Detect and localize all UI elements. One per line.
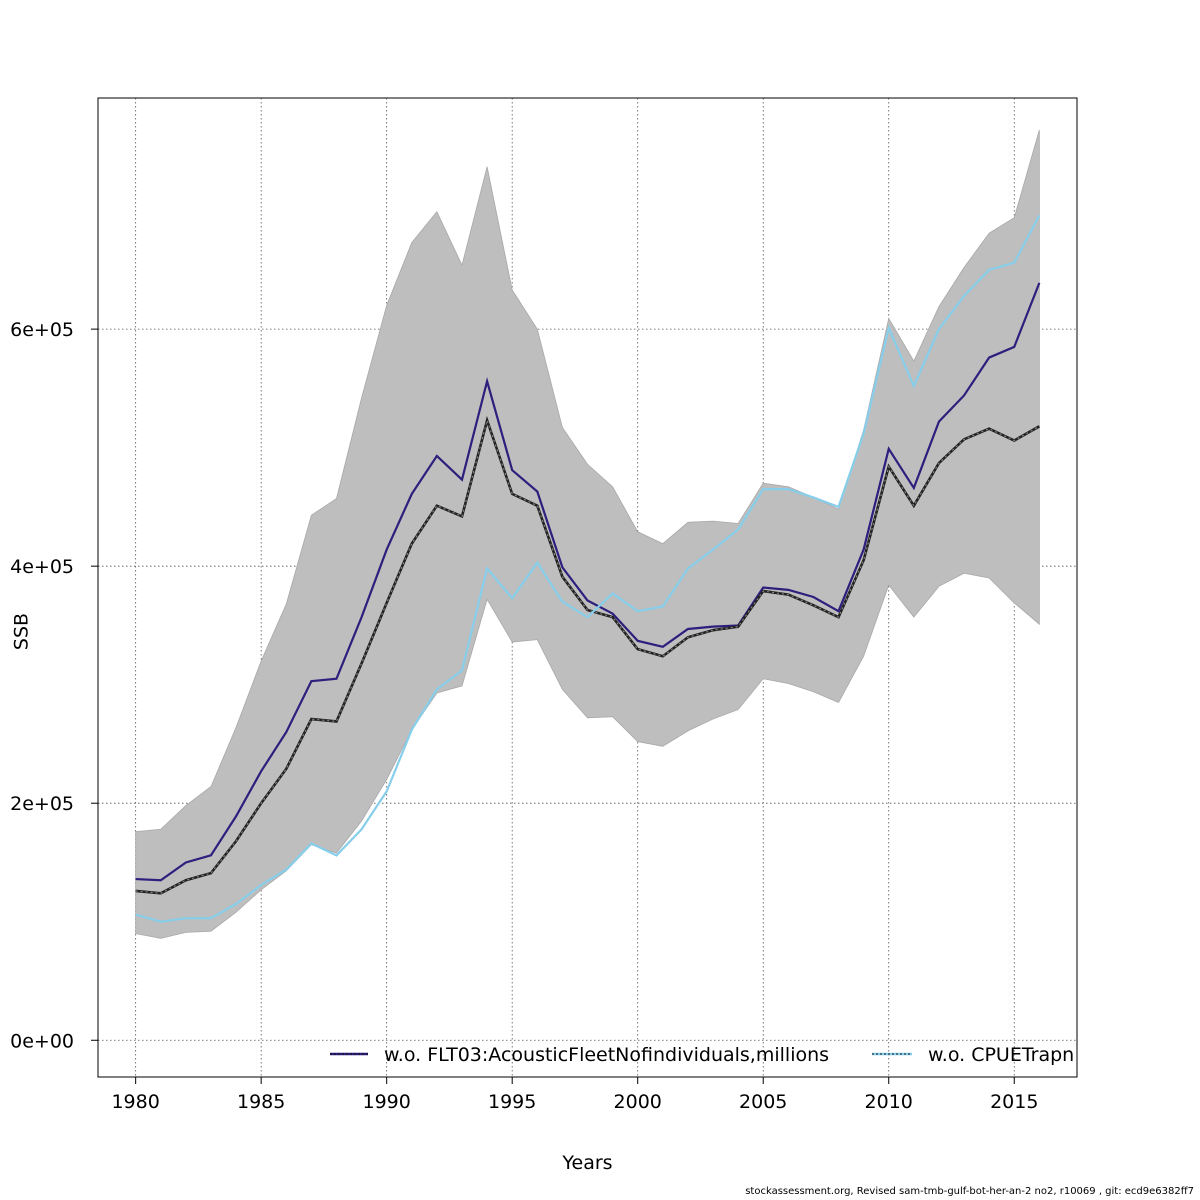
x-tick-label: 1990	[362, 1091, 410, 1113]
y-axis-title: SSB	[11, 613, 33, 650]
y-tick-label: 6e+05	[10, 319, 74, 341]
x-tick-label: 2015	[990, 1091, 1038, 1113]
confidence-band	[135, 129, 1040, 939]
x-tick-label: 1980	[111, 1091, 159, 1113]
legend-label: w.o. FLT03:AcousticFleetNofindividuals,m…	[384, 1044, 829, 1066]
y-tick-label: 2e+05	[10, 793, 74, 815]
series-line-flt03	[135, 282, 1041, 882]
x-tick-label: 2010	[865, 1091, 913, 1113]
legend-item-flt03: w.o. FLT03:AcousticFleetNofindividuals,m…	[330, 1044, 829, 1066]
y-tick-label: 0e+00	[10, 1030, 74, 1052]
x-tick-label: 1985	[237, 1091, 285, 1113]
x-axis-title: Years	[561, 1152, 612, 1174]
y-tick-label: 4e+05	[10, 556, 74, 578]
confidence-band-layer	[135, 129, 1040, 939]
series-line-cpuetrapn	[135, 214, 1041, 923]
axis-layer: 1980 1985 1990 1995 2000 2005 2010 2015 0e+00 2e+…	[10, 319, 1038, 1113]
plot-frame	[97, 97, 1078, 1078]
legend-item-cpuetrapn: w.o. CPUETrapn	[872, 1044, 1074, 1066]
footer-credit: stockassessment.org, Revised sam-tmb-gul…	[745, 1186, 1194, 1197]
x-tick-label: 2000	[614, 1091, 662, 1113]
series-line-base-dash	[135, 418, 1040, 894]
series-layer	[135, 214, 1041, 923]
x-tick-label: 2005	[739, 1091, 787, 1113]
legend: w.o. FLT03:AcousticFleetNofindividuals,m…	[330, 1044, 1074, 1066]
x-tick-label: 1995	[488, 1091, 536, 1113]
legend-label: w.o. CPUETrapn	[928, 1044, 1074, 1066]
